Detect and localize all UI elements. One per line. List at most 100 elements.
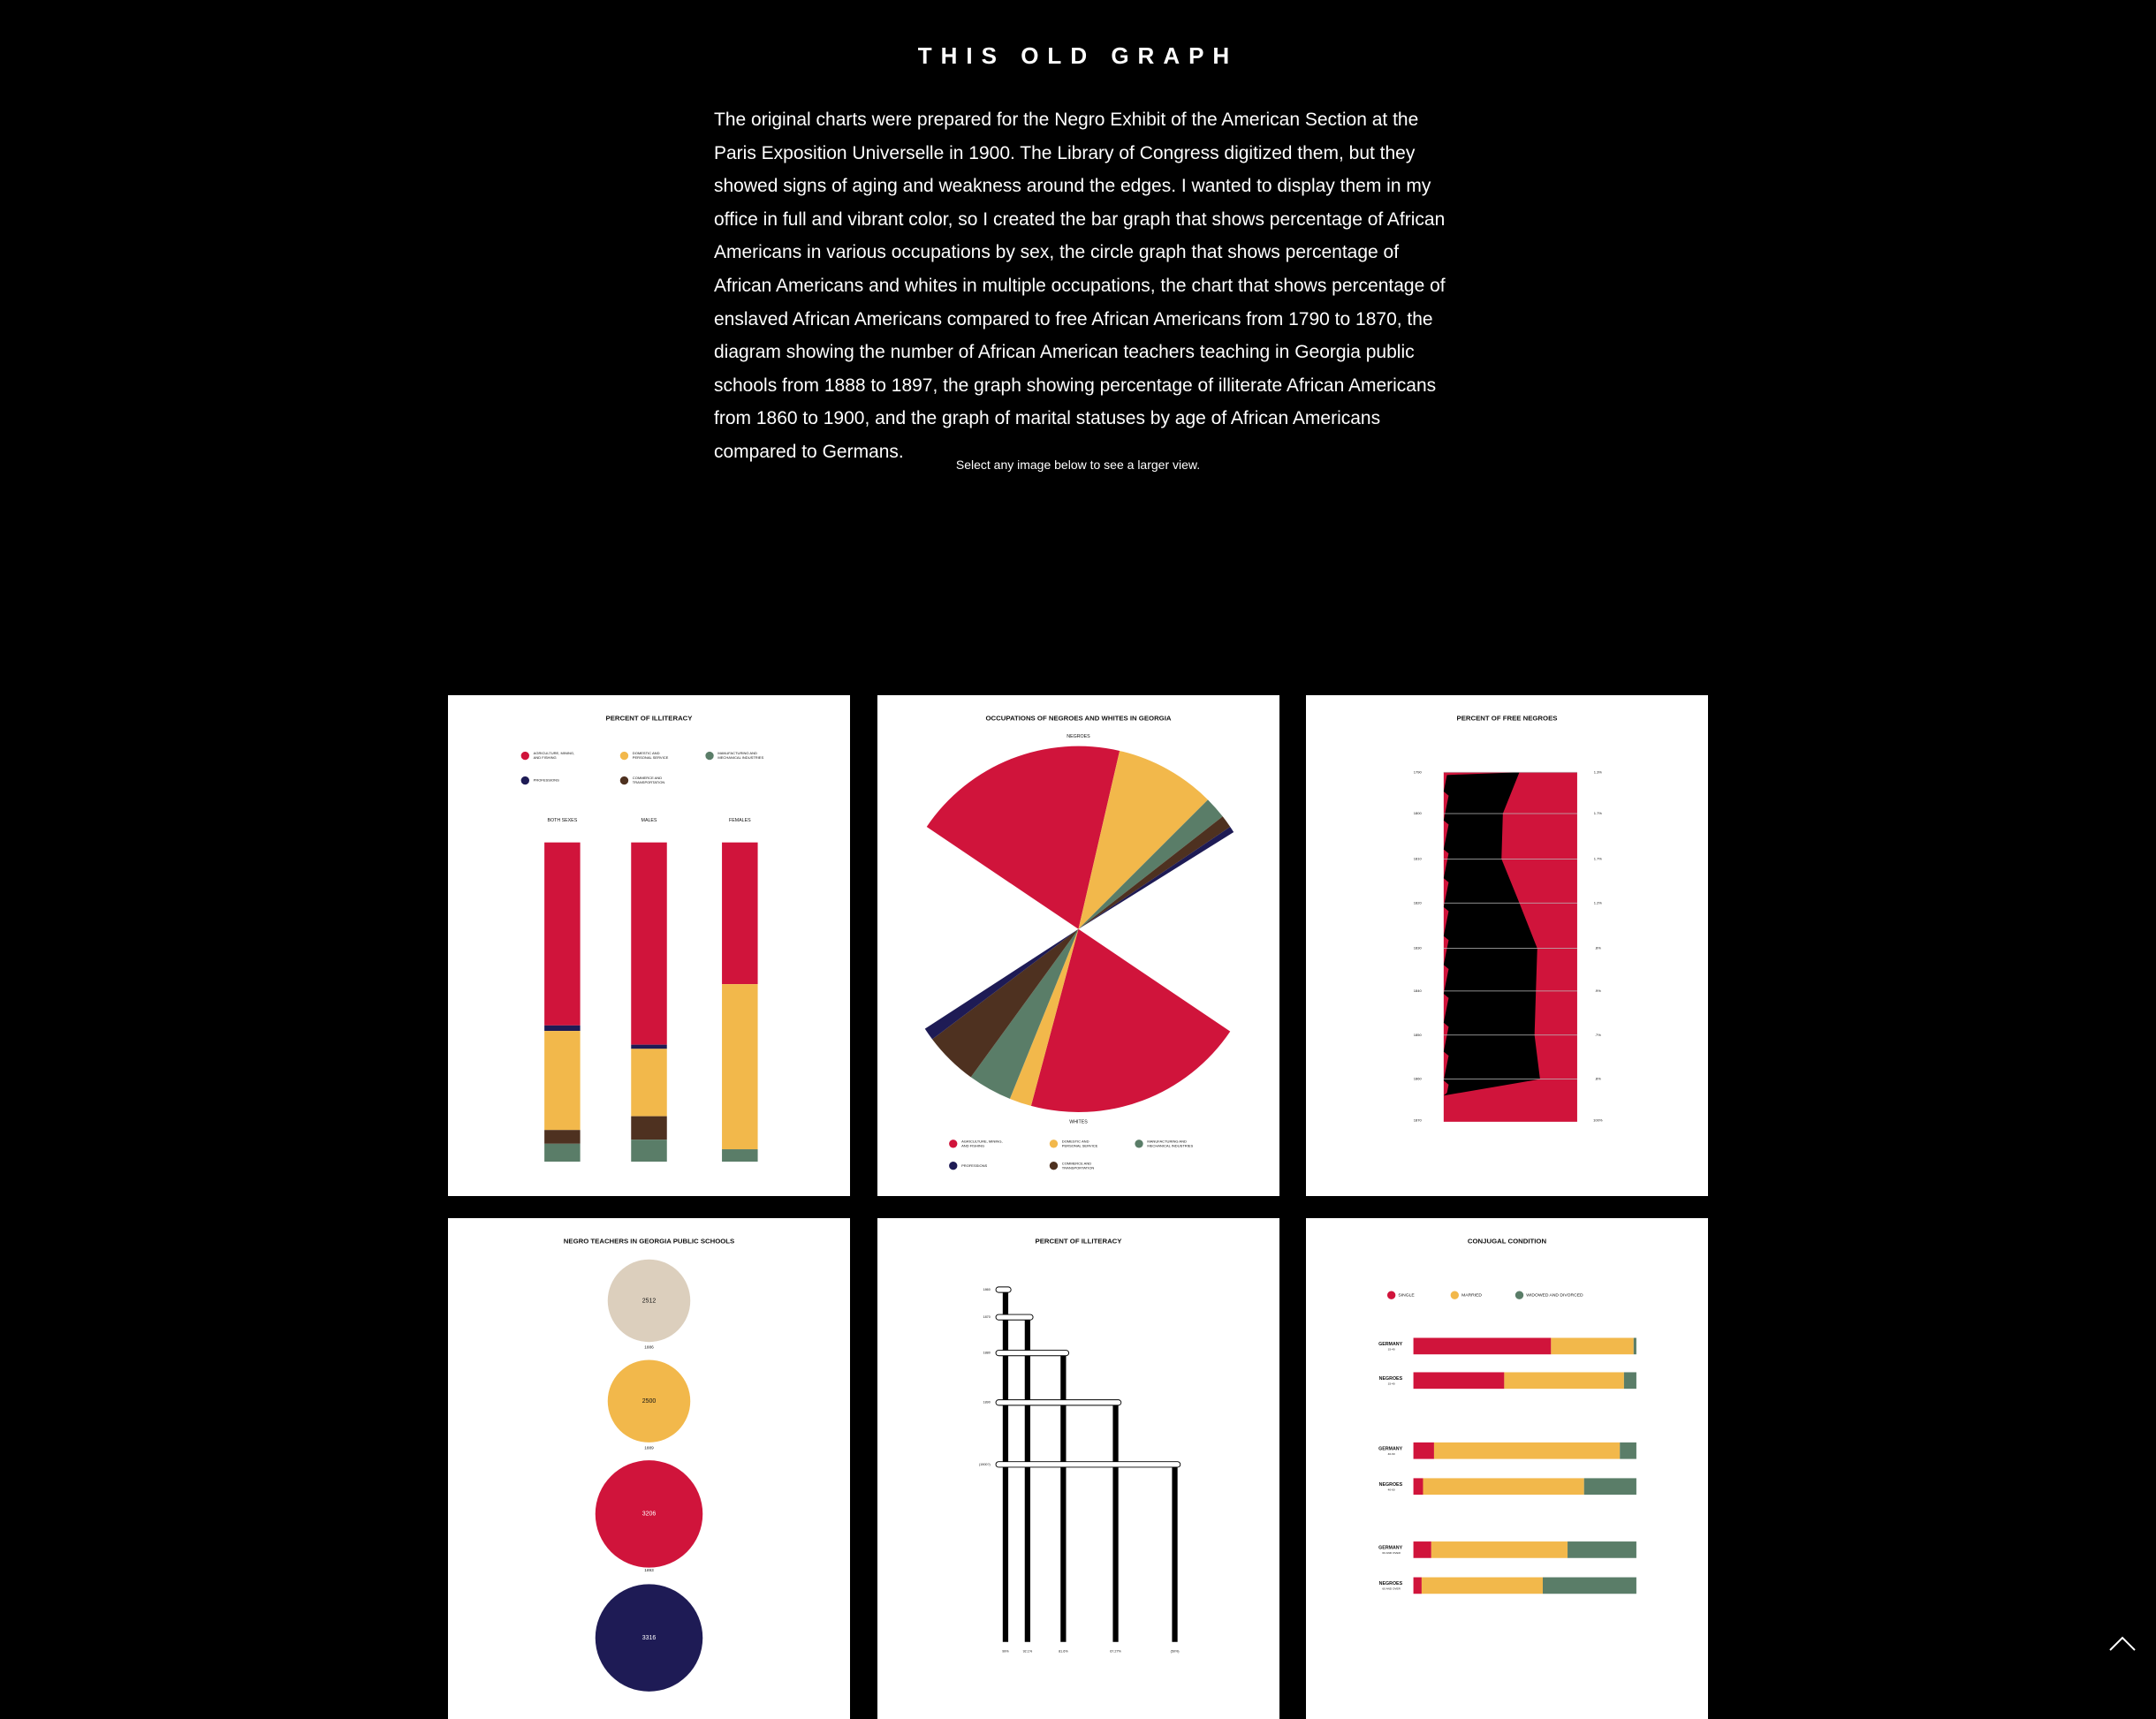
bar-segment: [1623, 1372, 1636, 1390]
row-sublabel: 60 AND OVER: [1382, 1587, 1401, 1591]
bar-segment: [631, 1044, 667, 1049]
count-label: 2500: [642, 1398, 657, 1405]
column-label: FEMALES: [729, 818, 751, 823]
legend-dot: [1049, 1162, 1059, 1170]
bar-segment: [1423, 1478, 1584, 1496]
row-sublabel: 60 AND OVER: [1382, 1551, 1401, 1555]
count-label: 3206: [642, 1511, 657, 1518]
legend-label: MARRIED: [1461, 1293, 1482, 1299]
legend-label: PERSONAL SERVICE: [1062, 1143, 1098, 1147]
pie-wedge: [970, 928, 1079, 1099]
pie-label: NEGROES: [1067, 734, 1090, 739]
intro-text: The original charts were prepared for th…: [714, 110, 1446, 462]
legend-label: COMMERCE AND: [633, 776, 662, 780]
gallery-card[interactable]: PERCENT OF ILLITERACY AGRICULTURE, MINING…: [448, 695, 850, 1196]
pie-wedge: [924, 928, 1079, 1040]
bar-segment: [722, 842, 758, 985]
legend-label: COMMERCE AND: [1062, 1161, 1091, 1165]
row-label: NEGROES: [1379, 1376, 1403, 1382]
bar-segment: [631, 1116, 667, 1140]
year-label: 1800: [1414, 811, 1423, 815]
tube-bar: [1172, 1464, 1178, 1642]
card-title: CONJUGAL CONDITION: [1468, 1238, 1547, 1246]
bar-segment: [1543, 1577, 1636, 1594]
legend-label: MECHANICAL INDUSTRIES: [1147, 1143, 1193, 1147]
bar-segment: [1413, 1478, 1423, 1496]
card-image: CONJUGAL CONDITION SINGLE MARRIED WIDOWED A…: [1378, 1238, 1636, 1594]
card-title: PERCENT OF FREE NEGROES: [1457, 715, 1558, 723]
percent-label: .8%: [1595, 946, 1601, 950]
percent-label: .7%: [1595, 1033, 1601, 1037]
teacher-circle: [607, 1259, 691, 1343]
legend-dot: [619, 751, 629, 761]
legend-label: AGRICULTURE, MINING,: [961, 1139, 1003, 1143]
gallery-card[interactable]: OCCUPATIONS OF NEGROES AND WHITES IN GEO…: [877, 695, 1279, 1196]
percent-label: (50%): [1171, 1650, 1180, 1654]
card-title: OCCUPATIONS OF NEGROES AND WHITES IN GEO…: [986, 715, 1172, 723]
bar-segment: [631, 1049, 667, 1117]
tube-connector: [995, 1286, 1012, 1293]
gallery-card[interactable]: CONJUGAL CONDITION SINGLE MARRIED WIDOWED A…: [1306, 1218, 1708, 1719]
card-image: PERCENT OF ILLITERACY 1860 99% 1870 92.1% 188…: [979, 1238, 1181, 1654]
row-sublabel: 40-60: [1388, 1488, 1395, 1491]
page-title: THIS OLD GRAPH: [917, 42, 1239, 69]
legend-dot: [949, 1140, 958, 1148]
tube-connector: [995, 1314, 1034, 1321]
year-label: 1850: [1414, 1033, 1423, 1037]
card-title: NEGRO TEACHERS IN GEORGIA PUBLIC SCHOOLS: [564, 1238, 734, 1246]
gallery-card[interactable]: NEGRO TEACHERS IN GEORGIA PUBLIC SCHOOLS…: [448, 1218, 850, 1719]
legend-dot: [520, 776, 529, 785]
pie-wedge: [1009, 928, 1079, 1106]
row-label: GERMANY: [1378, 1446, 1402, 1451]
bar-segment: [631, 842, 667, 1045]
year-label: (1900?): [979, 1463, 991, 1466]
row-sublabel: 15-40: [1388, 1348, 1395, 1352]
bar-segment: [1551, 1337, 1634, 1355]
percent-label: 67.27%: [1110, 1650, 1121, 1654]
card-title: PERCENT OF ILLITERACY: [1036, 1238, 1123, 1246]
legend-dot: [520, 751, 529, 761]
percent-label: 1.7%: [1594, 856, 1603, 860]
pie-wedge: [1078, 750, 1208, 929]
pie-wedge: [926, 746, 1120, 929]
bar-segment: [544, 1143, 581, 1162]
row-label: GERMANY: [1378, 1545, 1402, 1550]
legend-label: DOMESTIC AND: [1062, 1139, 1089, 1143]
gallery-card[interactable]: PERCENT OF ILLITERACY 1860 99% 1870 92.1% 188…: [877, 1218, 1279, 1719]
count-label: 2512: [642, 1298, 657, 1304]
enslaved-area: [1443, 772, 1540, 1096]
bar-segment: [631, 1140, 667, 1162]
count-label: 3316: [642, 1635, 657, 1641]
tube-bar: [1112, 1402, 1119, 1642]
teacher-circle: [595, 1460, 703, 1568]
legend-label: PROFESSIONS: [534, 778, 559, 783]
bar-segment: [1633, 1337, 1636, 1355]
bar-segment: [722, 984, 758, 1150]
card-image: OCCUPATIONS OF NEGROES AND WHITES IN GEO…: [924, 715, 1234, 1170]
bar-segment: [1504, 1372, 1624, 1390]
chevron-icon: [2109, 1636, 2136, 1651]
legend-label: MECHANICAL INDUSTRIES: [717, 755, 763, 760]
legend-dot: [1450, 1291, 1459, 1299]
card-image: PERCENT OF FREE NEGROES 1790 1.3% 1800 1.7% 1…: [1414, 715, 1603, 1123]
row-sublabel: 15-40: [1388, 1382, 1395, 1386]
bar-segment: [1413, 1372, 1505, 1390]
legend-label: PROFESSIONS: [961, 1163, 987, 1168]
percent-label: 81.6%: [1059, 1650, 1068, 1654]
percent-label: 92.1%: [1023, 1650, 1033, 1654]
bar-segment: [1431, 1541, 1568, 1558]
tube-connector: [995, 1399, 1122, 1406]
row-sublabel: 40-60: [1388, 1452, 1395, 1456]
bar-segment: [1433, 1442, 1621, 1459]
legend-label: AND FISHING: [961, 1143, 984, 1147]
percent-label: 1.2%: [1594, 900, 1603, 905]
column-label: MALES: [641, 818, 657, 823]
percent-label: .8%: [1595, 1077, 1601, 1081]
scroll-top-button[interactable]: [2107, 1627, 2138, 1659]
pie-wedge: [1078, 799, 1223, 929]
card-image: NEGRO TEACHERS IN GEORGIA PUBLIC SCHOOLS…: [564, 1238, 734, 1692]
gallery-card[interactable]: PERCENT OF FREE NEGROES 1790 1.3% 1800 1.7% 1…: [1306, 695, 1708, 1196]
row-label: GERMANY: [1378, 1342, 1402, 1347]
year-label: 1880: [983, 1352, 991, 1355]
legend-label: MANUFACTURING AND: [717, 751, 757, 755]
